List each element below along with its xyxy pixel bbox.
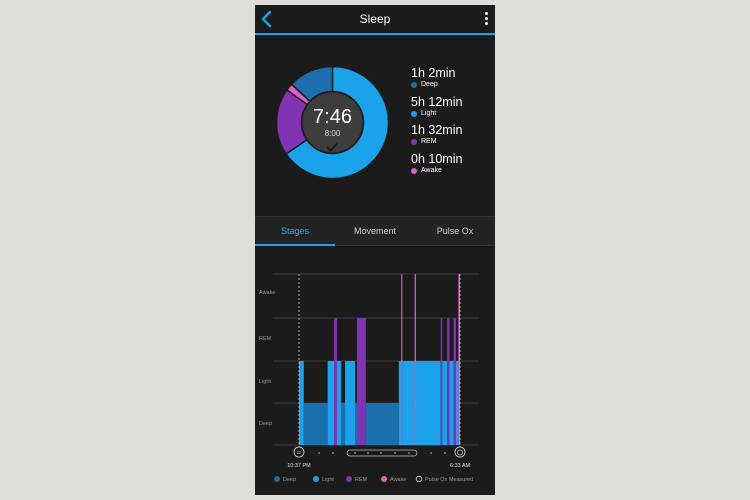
more-options-icon[interactable] bbox=[483, 12, 489, 26]
light-label: Light bbox=[421, 109, 437, 117]
rem-label: REM bbox=[421, 138, 437, 145]
donut-slice-light bbox=[285, 65, 390, 180]
stage-bar-deep bbox=[303, 403, 328, 445]
y-label-rem: REM bbox=[259, 336, 272, 342]
stage-bar-deep bbox=[355, 403, 357, 445]
timeline-dot bbox=[367, 452, 369, 454]
stage-summary-light: 5h 12min Light bbox=[411, 95, 495, 124]
sleep-stages-svg: Awake REM Light Deep zz 10:37 PM 6:33 AM Deep Li… bbox=[259, 273, 479, 483]
awake-dot-icon bbox=[411, 167, 417, 174]
tab-pulse-ox[interactable]: Pulse Ox bbox=[436, 226, 474, 236]
top-bar: Sleep bbox=[255, 5, 495, 35]
donut-slice-deep bbox=[290, 65, 334, 103]
end-time-label: 6:33 AM bbox=[450, 463, 471, 469]
stage-summary-awake: 0h 10min Awake bbox=[411, 152, 495, 181]
start-time-label: 10:37 PM bbox=[287, 463, 311, 469]
legend-label: REM bbox=[355, 477, 368, 483]
legend-dot-rem bbox=[346, 476, 352, 482]
sleep-stages-chart: Awake REM Light Deep zz 10:37 PM 6:33 AM Deep Li… bbox=[255, 245, 495, 495]
stage-bar-rem bbox=[453, 318, 456, 445]
stage-bar-deep bbox=[365, 403, 399, 445]
deep-duration: 1h 2min bbox=[411, 66, 456, 80]
stage-bar-light bbox=[449, 361, 454, 445]
timeline-dot bbox=[394, 452, 396, 454]
stage-bar-light bbox=[299, 361, 304, 445]
svg-text:zz: zz bbox=[297, 450, 302, 455]
rem-dot-icon bbox=[411, 139, 417, 145]
timeline-dot bbox=[354, 452, 356, 454]
y-label-deep: Deep bbox=[259, 421, 272, 427]
timeline-dot bbox=[444, 452, 446, 454]
active-tab-indicator bbox=[255, 244, 335, 246]
timeline-dot bbox=[430, 452, 432, 454]
stage-bar-light bbox=[415, 361, 441, 445]
y-label-light: Light bbox=[259, 379, 271, 385]
stage-bar-light bbox=[398, 361, 402, 445]
sleep-donut-chart: 7:46 8:00 bbox=[270, 60, 395, 185]
timeline-dot bbox=[380, 452, 382, 454]
legend-dot-pulse-ox bbox=[415, 475, 423, 483]
stage-bar-rem bbox=[334, 318, 337, 445]
sleep-icon: zz bbox=[293, 446, 305, 458]
deep-dot-icon bbox=[411, 82, 417, 88]
stage-bar-light bbox=[402, 361, 415, 445]
stage-bar-light bbox=[442, 361, 448, 445]
stage-bar-awake bbox=[401, 274, 403, 445]
legend-label: Light bbox=[322, 477, 334, 483]
stage-bar-rem bbox=[447, 318, 450, 445]
awake-duration: 0h 10min bbox=[411, 151, 463, 166]
stage-bar-light bbox=[345, 361, 356, 445]
timeline-scrubber[interactable] bbox=[346, 449, 418, 457]
donut-center bbox=[302, 92, 363, 153]
total-sleep-time: 7:46 bbox=[313, 106, 352, 128]
legend-label: Deep bbox=[283, 477, 296, 483]
back-arrow-icon[interactable] bbox=[259, 9, 275, 29]
deep-label: Deep bbox=[421, 81, 438, 88]
phone-screen: Sleep 7:46 8:00 1h 2min Deep 5h 12min Li… bbox=[255, 5, 495, 495]
sleep-goal: 8:00 bbox=[324, 129, 341, 138]
stage-bar-light bbox=[327, 361, 335, 445]
stage-bar-light bbox=[455, 361, 459, 445]
legend-label: Pulse Ox Measured bbox=[425, 477, 473, 483]
legend-dot-awake bbox=[381, 476, 387, 482]
y-label-awake: Awake bbox=[259, 290, 275, 296]
checkmark-icon bbox=[326, 142, 338, 152]
stage-summary-deep: 1h 2min Deep bbox=[411, 66, 495, 95]
stage-bar-deep bbox=[341, 403, 346, 445]
stage-bar-light bbox=[336, 361, 342, 445]
timeline-dot bbox=[332, 452, 334, 454]
timeline-dot bbox=[408, 452, 410, 454]
light-duration: 5h 12min bbox=[411, 94, 463, 109]
stage-bar-awake bbox=[414, 274, 416, 445]
stage-summary-list: 1h 2min Deep 5h 12min Light 1h 32min REM… bbox=[411, 66, 495, 180]
legend-label: Awake bbox=[390, 477, 406, 483]
alarm-clock-icon bbox=[454, 446, 466, 458]
stage-bar-rem bbox=[356, 318, 366, 445]
light-dot-icon bbox=[411, 110, 417, 117]
stage-summary-rem: 1h 32min REM bbox=[411, 123, 495, 152]
tab-stages[interactable]: Stages bbox=[280, 226, 310, 236]
page-title: Sleep bbox=[359, 12, 391, 26]
tab-bar: Stages Movement Pulse Ox bbox=[255, 216, 495, 246]
stage-bar-rem bbox=[440, 318, 443, 445]
legend-dot-deep bbox=[274, 476, 280, 482]
timeline-dot bbox=[318, 452, 320, 454]
rem-duration: 1h 32min bbox=[411, 123, 463, 137]
tab-movement[interactable]: Movement bbox=[353, 226, 397, 236]
stage-bar-awake bbox=[458, 274, 460, 445]
awake-label: Awake bbox=[421, 166, 442, 174]
legend-dot-light bbox=[313, 476, 319, 482]
